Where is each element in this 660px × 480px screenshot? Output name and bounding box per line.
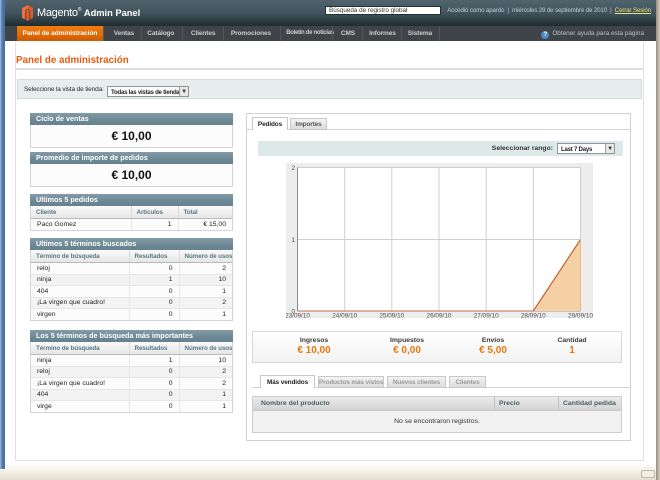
svg-text:25/09/10: 25/09/10 [379, 313, 404, 319]
svg-text:28/09/10: 28/09/10 [521, 313, 546, 319]
svg-text:23/09/10: 23/09/10 [286, 313, 310, 319]
svg-text:24/09/10: 24/09/10 [332, 313, 357, 319]
svg-text:0: 0 [291, 309, 295, 316]
svg-text:26/09/10: 26/09/10 [427, 313, 452, 319]
svg-text:2: 2 [291, 165, 295, 172]
svg-text:29/09/10: 29/09/10 [568, 313, 593, 319]
svg-text:27/09/10: 27/09/10 [474, 313, 499, 319]
svg-text:1: 1 [291, 237, 295, 244]
